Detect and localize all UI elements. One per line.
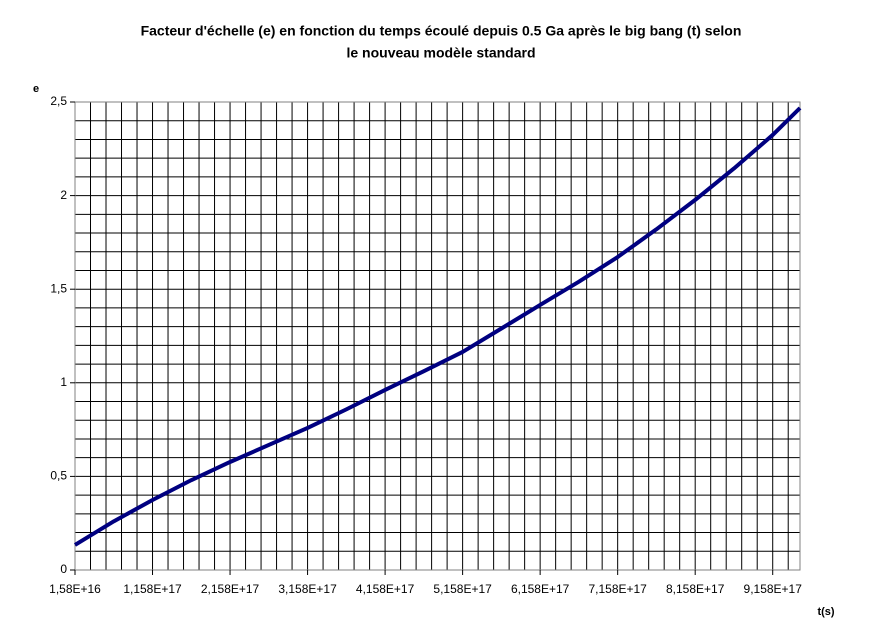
x-tick-label: 1,58E+16 bbox=[49, 582, 101, 596]
x-tick-label: 9,158E+17 bbox=[744, 582, 803, 596]
x-tick-label: 7,158E+17 bbox=[588, 582, 647, 596]
chart-title: le nouveau modèle standard bbox=[346, 45, 535, 61]
y-axis-label: e bbox=[33, 83, 39, 95]
y-tick-label: 1 bbox=[60, 375, 67, 389]
x-tick-label: 4,158E+17 bbox=[356, 582, 415, 596]
x-tick-label: 2,158E+17 bbox=[201, 582, 260, 596]
y-tick-label: 2 bbox=[60, 188, 67, 202]
chart-title: Facteur d'échelle (e) en fonction du tem… bbox=[141, 23, 742, 39]
plot-border bbox=[74, 101, 801, 571]
y-tick-label: 0 bbox=[60, 562, 67, 576]
x-tick-label: 6,158E+17 bbox=[511, 582, 570, 596]
data-line bbox=[73, 106, 802, 547]
x-tick-label: 8,158E+17 bbox=[666, 582, 725, 596]
x-tick-label: 3,158E+17 bbox=[278, 582, 337, 596]
y-tick-label: 0,5 bbox=[50, 469, 67, 483]
x-axis-label: t(s) bbox=[817, 606, 834, 618]
x-tick-label: 1,158E+17 bbox=[123, 582, 182, 596]
x-tick-label: 5,158E+17 bbox=[433, 582, 492, 596]
y-tick-label: 2,5 bbox=[50, 94, 67, 108]
y-tick-label: 1,5 bbox=[50, 281, 67, 295]
